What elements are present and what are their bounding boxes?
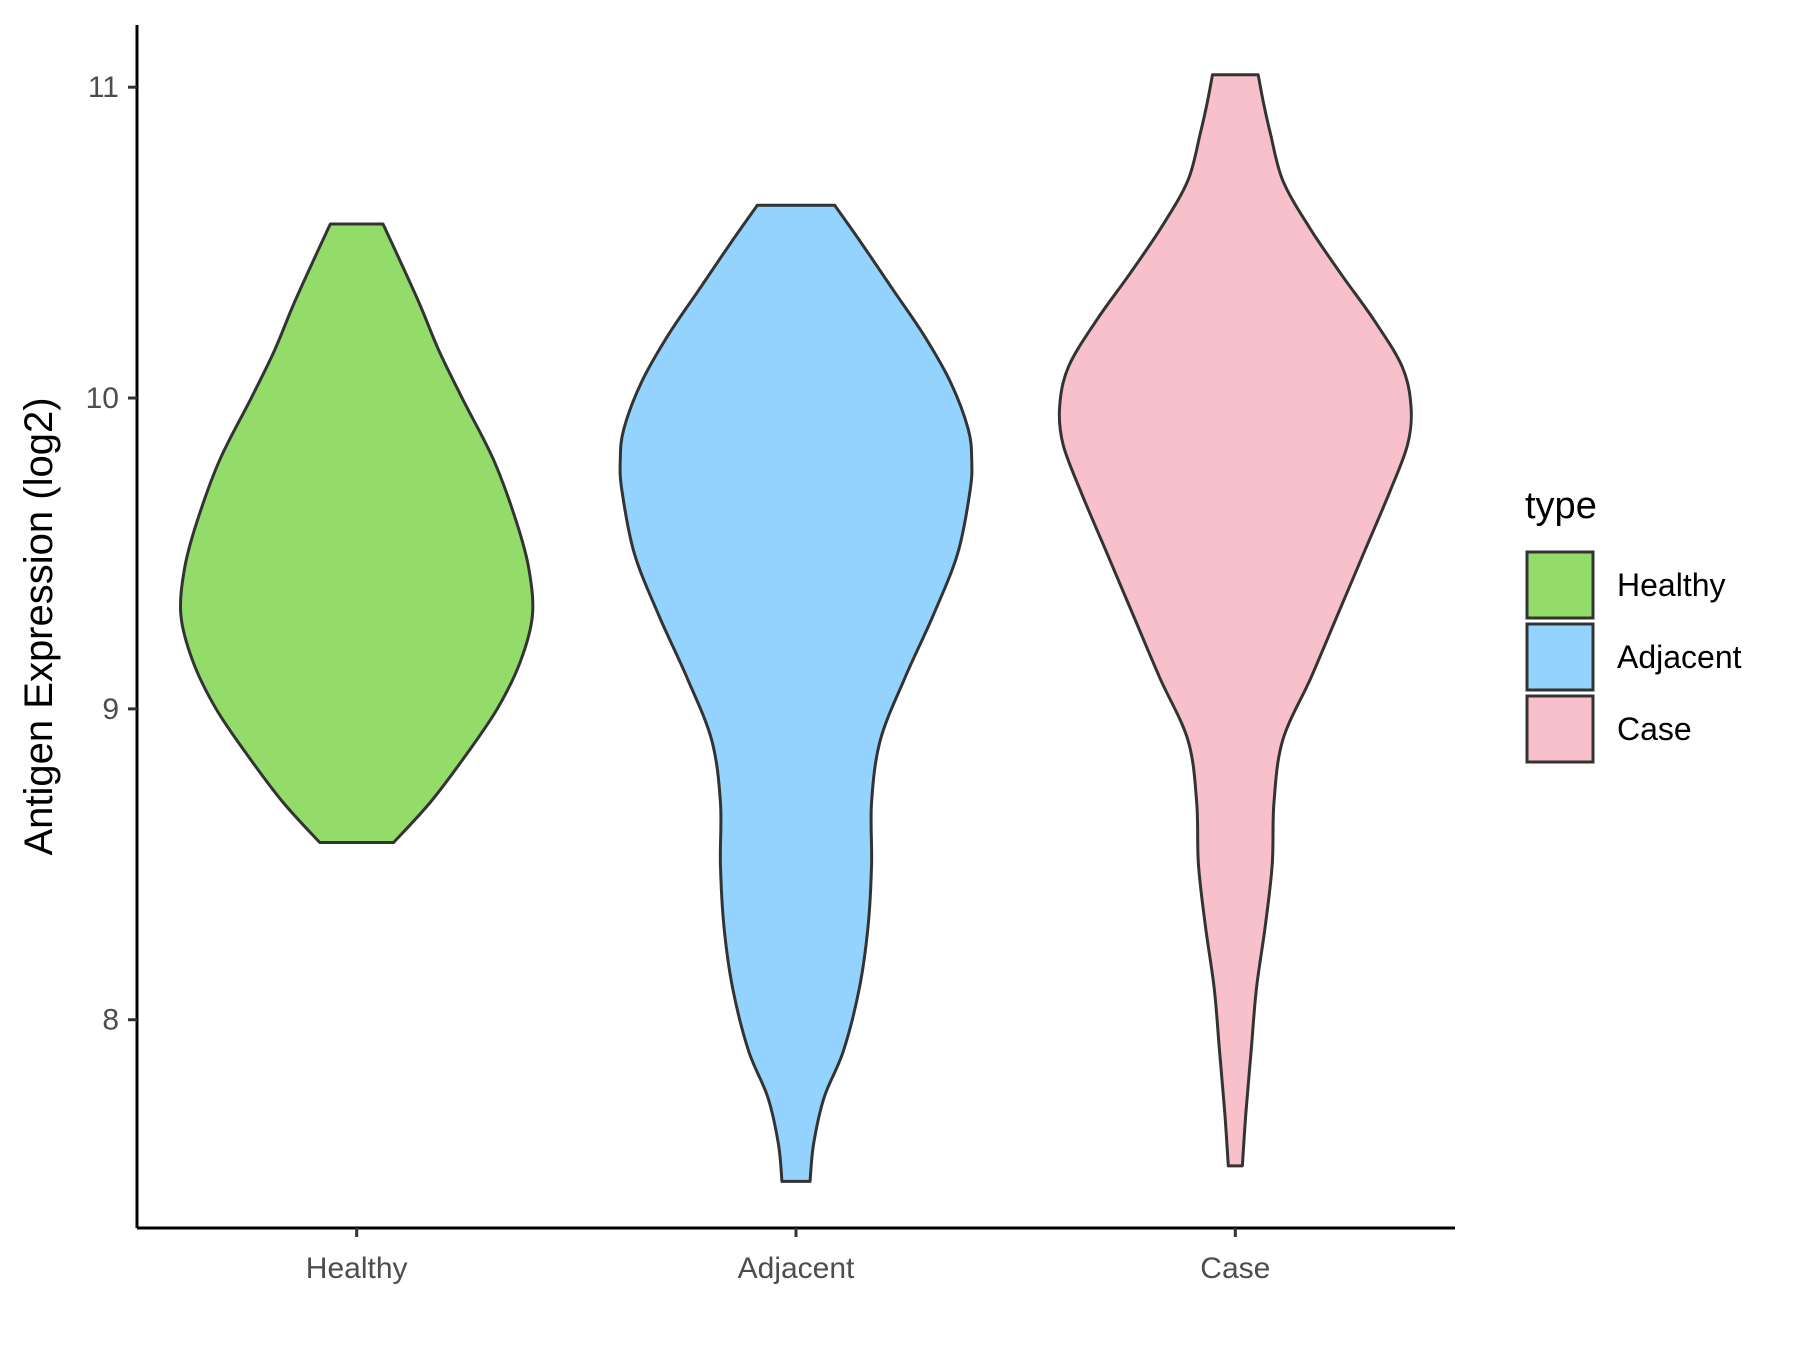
legend-label-case: Case — [1617, 711, 1692, 747]
legend-entries: Healthy Adjacent Case — [1525, 550, 1742, 764]
legend-key-healthy — [1525, 550, 1595, 620]
legend-label-healthy: Healthy — [1617, 567, 1726, 603]
violin-adjacent — [618, 203, 974, 1183]
x-tick-label: Case — [1200, 1252, 1270, 1285]
x-axis-ticks: Healthy Adjacent Case — [306, 1228, 1270, 1285]
x-tick-label: Healthy — [306, 1252, 408, 1285]
y-axis-ticks: 8 9 10 11 — [86, 71, 137, 1037]
y-tick-label: 9 — [102, 693, 119, 726]
violin-healthy — [178, 222, 535, 845]
y-tick-label: 10 — [86, 382, 119, 415]
legend-key-adjacent — [1525, 622, 1595, 692]
legend-key-case — [1525, 694, 1595, 764]
y-tick-label: 8 — [102, 1004, 119, 1037]
violin-layer — [178, 73, 1413, 1183]
violin-case — [1057, 73, 1413, 1168]
y-tick-label: 11 — [88, 71, 119, 104]
y-axis-title: Antigen Expression (log2) — [17, 397, 61, 855]
legend-title: type — [1525, 485, 1597, 527]
legend-label-adjacent: Adjacent — [1617, 639, 1742, 675]
axes: 8 9 10 11 Healthy Adjacent Case — [86, 25, 1455, 1285]
x-tick-label: Adjacent — [738, 1252, 855, 1285]
legend: type Healthy Adjacent Case — [1525, 485, 1742, 764]
